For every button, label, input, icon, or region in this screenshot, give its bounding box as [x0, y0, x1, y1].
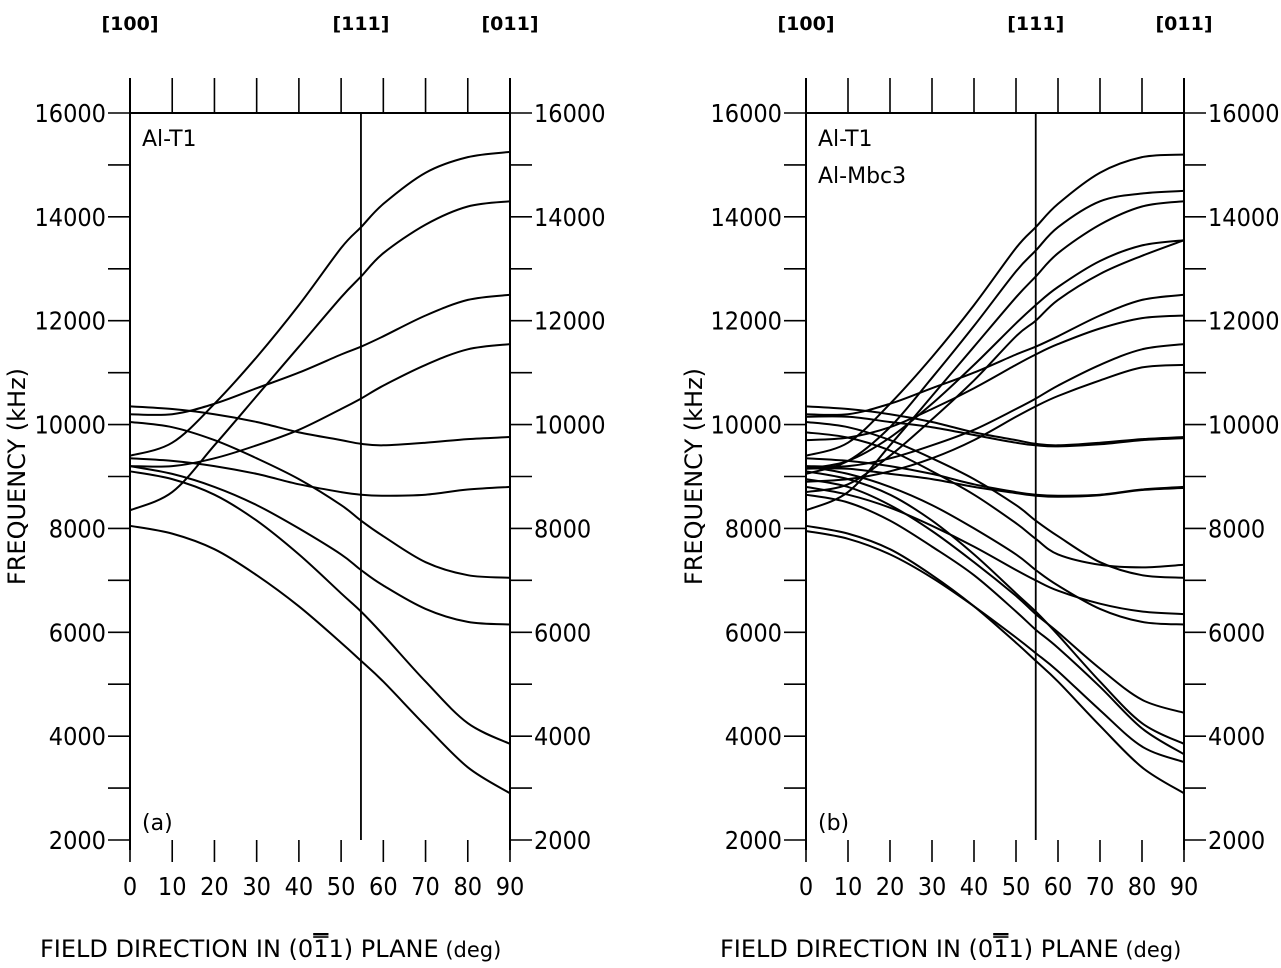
y-tick-label-right: 14000: [534, 203, 606, 232]
x-tick-label: 30: [918, 872, 947, 901]
series-line: [129, 457, 511, 497]
y-tick-label-right: 8000: [1208, 514, 1265, 543]
annotation-label: Al-T1: [818, 127, 873, 152]
x-tick-label: 50: [1002, 872, 1031, 901]
y-tick-label-left: 2000: [49, 826, 106, 855]
x-tick-label: 0: [799, 872, 813, 901]
direction-label: [100]: [777, 13, 834, 35]
y-tick-label-right: 10000: [1208, 411, 1280, 440]
series-line: [129, 405, 511, 447]
direction-label: [111]: [332, 13, 389, 35]
series-line: [805, 200, 1185, 512]
annotation-label: Al-Mbc3: [818, 164, 906, 189]
x-tick-label: 20: [200, 872, 229, 901]
x-tick-label: 90: [496, 872, 525, 901]
y-tick-label-left: 10000: [710, 411, 782, 440]
y-tick-label-left: 16000: [710, 99, 782, 128]
series-line: [129, 200, 511, 512]
series-line: [805, 405, 1185, 447]
y-tick-label-right: 8000: [534, 514, 591, 543]
x-tick-label: 30: [242, 872, 271, 901]
direction-label: [011]: [481, 13, 538, 35]
series-line: [805, 485, 1185, 616]
x-tick-label: 80: [453, 872, 482, 901]
y-tick-label-right: 6000: [1208, 618, 1265, 647]
y-tick-label-right: 16000: [1208, 99, 1280, 128]
direction-label: [111]: [1007, 13, 1064, 35]
y-axis-label: FREQUENCY (kHz): [680, 368, 708, 585]
y-tick-label-right: 12000: [534, 307, 606, 336]
series-line: [805, 293, 1185, 416]
y-tick-label-right: 10000: [534, 411, 606, 440]
direction-label: [100]: [101, 13, 158, 35]
x-tick-label: 60: [369, 872, 398, 901]
series-line: [129, 470, 511, 745]
series-line: [129, 524, 511, 795]
x-tick-label: 20: [876, 872, 905, 901]
series-line: [129, 465, 511, 626]
y-tick-label-right: 2000: [534, 826, 591, 855]
y-tick-label-left: 8000: [725, 514, 782, 543]
panel-label: (b): [818, 811, 849, 836]
x-tick-label: 60: [1044, 872, 1073, 901]
y-tick-label-left: 14000: [710, 203, 782, 232]
series-line: [805, 465, 1185, 626]
x-axis-label: FIELD DIRECTION IN (011) PLANE (deg): [40, 935, 501, 963]
y-tick-label-right: 4000: [1208, 722, 1265, 751]
y-tick-label-right: 6000: [534, 618, 591, 647]
x-tick-label: 70: [411, 872, 440, 901]
series-line: [805, 530, 1185, 764]
series-line: [805, 467, 1185, 498]
series-line: [805, 493, 1185, 756]
y-tick-label-right: 16000: [534, 99, 606, 128]
y-axis-label: FREQUENCY (kHz): [3, 368, 31, 585]
series-line: [805, 363, 1185, 483]
series-line: [805, 415, 1185, 448]
chart-panel-b: 0 10 20 30 40 50 60 70 80 90 2000 2000 4000 4000 6000 6…: [680, 13, 1280, 963]
y-tick-label-left: 14000: [34, 203, 106, 232]
series-line: [805, 470, 1185, 745]
y-tick-label-right: 4000: [534, 722, 591, 751]
y-tick-label-left: 4000: [725, 722, 782, 751]
x-tick-label: 10: [834, 872, 863, 901]
y-tick-label-right: 12000: [1208, 307, 1280, 336]
x-tick-label: 70: [1086, 872, 1115, 901]
series-line: [129, 293, 511, 416]
direction-label: [011]: [1155, 13, 1212, 35]
y-tick-label-left: 6000: [725, 618, 782, 647]
series-line: [129, 421, 511, 579]
series-line: [805, 314, 1185, 442]
y-tick-label-left: 4000: [49, 722, 106, 751]
y-tick-label-left: 2000: [725, 826, 782, 855]
x-tick-label: 50: [327, 872, 356, 901]
series-line: [805, 524, 1185, 795]
y-tick-label-left: 16000: [34, 99, 106, 128]
series-line: [805, 421, 1185, 579]
panel-label: (a): [142, 811, 173, 836]
series-line: [129, 343, 511, 468]
x-tick-label: 40: [285, 872, 314, 901]
x-tick-label: 80: [1128, 872, 1157, 901]
series-line: [805, 431, 1185, 569]
x-tick-label: 10: [158, 872, 187, 901]
y-tick-label-left: 8000: [49, 514, 106, 543]
x-tick-label: 40: [960, 872, 989, 901]
series-line: [805, 343, 1185, 468]
x-axis-label: FIELD DIRECTION IN (011) PLANE (deg): [720, 935, 1181, 963]
y-tick-label-right: 2000: [1208, 826, 1265, 855]
y-tick-label-left: 10000: [34, 411, 106, 440]
series-line: [805, 478, 1185, 714]
y-tick-label-left: 12000: [34, 307, 106, 336]
y-tick-label-left: 6000: [49, 618, 106, 647]
x-tick-label: 90: [1170, 872, 1199, 901]
y-tick-label-right: 14000: [1208, 203, 1280, 232]
series-line: [805, 153, 1185, 457]
chart-panel-a: 0 10 20 30 40 50 60 70 80 90 2000 2000 4000 4000 6000 6…: [3, 13, 606, 963]
y-tick-label-left: 12000: [710, 307, 782, 336]
series-line: [129, 150, 511, 457]
annotation-label: Al-T1: [142, 127, 197, 152]
x-tick-label: 0: [123, 872, 137, 901]
